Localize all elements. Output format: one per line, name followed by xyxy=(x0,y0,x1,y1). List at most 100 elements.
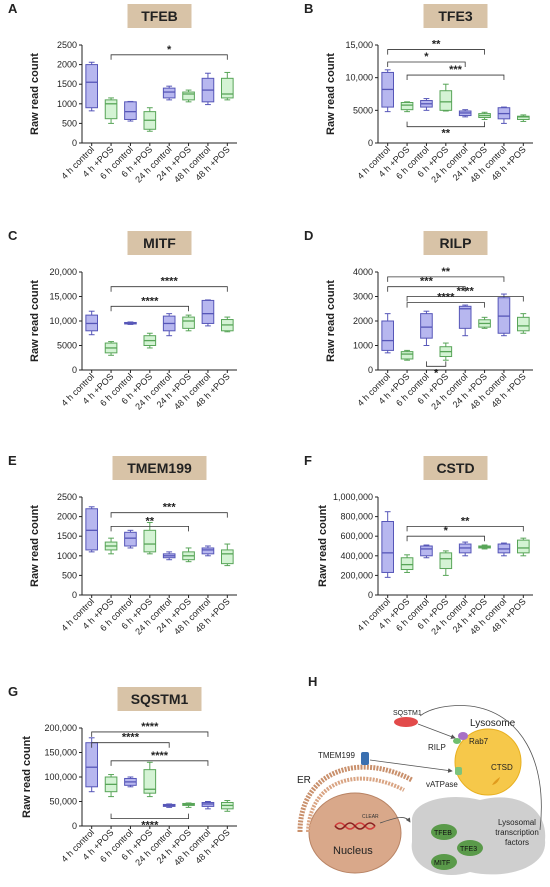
box-iqr xyxy=(143,529,157,553)
significance-bracket xyxy=(426,361,447,367)
title-box xyxy=(127,231,192,255)
box-7 xyxy=(221,316,234,333)
chart-title: SQSTM1 xyxy=(131,691,189,707)
box-iqr xyxy=(201,299,215,324)
vatpase-icon xyxy=(455,767,462,775)
box-3 xyxy=(439,83,453,112)
tmem199-icon xyxy=(361,752,369,765)
y-axis-label: Raw read count xyxy=(29,53,41,135)
significance-bracket xyxy=(387,61,466,67)
significance-label: **** xyxy=(141,721,159,733)
box-2 xyxy=(124,321,137,325)
y-tick-label: 15,000 xyxy=(345,40,373,50)
y-tick-label: 500 xyxy=(62,118,77,128)
panel-letter: D xyxy=(304,228,313,243)
box-iqr xyxy=(85,742,98,788)
y-tick-label: 2500 xyxy=(57,40,77,50)
box-2 xyxy=(124,100,137,122)
box-iqr xyxy=(400,101,414,111)
box-3 xyxy=(143,107,157,132)
significance-bracket xyxy=(110,526,189,532)
box-3 xyxy=(439,550,453,576)
box-0 xyxy=(381,511,394,578)
dna-strand-b xyxy=(334,822,376,830)
title-box xyxy=(127,4,192,28)
significance-bracket xyxy=(406,302,485,308)
y-tick-label: 2000 xyxy=(353,316,373,326)
y-tick-label: 10,000 xyxy=(49,316,77,326)
chart-title: RILP xyxy=(440,235,472,251)
tf-group-label: Lysosomal transcription factors xyxy=(495,818,539,847)
y-tick-label: 20,000 xyxy=(49,267,77,277)
box-6 xyxy=(201,299,215,327)
chart-sqstm1: G SQSTM1 Raw read count 0 50,000 100,000 150,0… xyxy=(8,684,237,868)
y-tick-label: 4000 xyxy=(353,267,373,277)
y-tick-label: 0 xyxy=(72,821,77,831)
box-6 xyxy=(497,542,511,557)
box-iqr xyxy=(517,316,530,332)
ctsd-enzyme-icon xyxy=(492,777,500,785)
box-0 xyxy=(85,310,98,336)
rab7-protein-icon xyxy=(458,732,468,740)
significance-label: ** xyxy=(461,515,470,527)
y-tick-label: 0 xyxy=(72,138,77,148)
significance-label: **** xyxy=(161,276,179,288)
significance-bracket xyxy=(91,731,209,737)
rilp-protein-icon xyxy=(453,738,461,744)
title-box xyxy=(423,231,488,255)
chart-tmem199: E TMEM199 Raw read count 0 500 1000 1500 2000 25… xyxy=(8,453,237,637)
y-tick-label: 2000 xyxy=(57,60,77,70)
box-iqr xyxy=(517,115,530,120)
y-tick-label: 0 xyxy=(368,365,373,375)
y-tick-label: 500 xyxy=(62,570,77,580)
box-iqr xyxy=(201,547,215,555)
box-iqr xyxy=(439,552,453,570)
box-5 xyxy=(478,316,491,329)
box-7 xyxy=(517,114,530,122)
y-axis-label: Raw read count xyxy=(317,505,329,587)
box-iqr xyxy=(381,320,394,351)
box-1 xyxy=(104,341,118,356)
significance-bracket xyxy=(387,286,466,292)
tfeb-shape xyxy=(431,824,457,840)
box-1 xyxy=(400,101,414,113)
tfeb-label: TFEB xyxy=(434,830,452,837)
tfe3-shape xyxy=(457,840,483,856)
mitf-label: MITF xyxy=(434,860,450,867)
y-tick-label: 600,000 xyxy=(340,531,373,541)
box-iqr xyxy=(439,90,453,111)
box-5 xyxy=(182,547,195,563)
box-6 xyxy=(201,801,215,810)
nucleus-shape xyxy=(308,792,402,874)
box-3 xyxy=(143,332,157,349)
box-4 xyxy=(162,803,176,808)
box-iqr xyxy=(458,305,472,329)
box-6 xyxy=(201,72,215,106)
box-5 xyxy=(182,89,195,103)
box-iqr xyxy=(85,64,98,109)
box-5 xyxy=(478,111,491,120)
y-tick-label: 1,000,000 xyxy=(333,492,373,502)
y-tick-label: 200,000 xyxy=(340,570,373,580)
lysosome-shape xyxy=(454,728,522,796)
box-5 xyxy=(182,314,195,332)
diagram-panel-h: H ER CLEAR Nucleus Lysosome CTSD Rab7 RI… xyxy=(297,674,546,876)
y-tick-label: 0 xyxy=(72,590,77,600)
box-iqr xyxy=(182,316,195,329)
significance-label: ** xyxy=(442,266,451,278)
box-7 xyxy=(221,800,234,812)
box-iqr xyxy=(182,91,195,101)
significance-bracket xyxy=(387,49,485,55)
y-tick-label: 2500 xyxy=(57,492,77,502)
rab7-label: Rab7 xyxy=(469,737,489,746)
tmem199-vatpase-arrow xyxy=(369,759,453,773)
y-tick-label: 1500 xyxy=(57,79,77,89)
significance-label: *** xyxy=(163,502,177,514)
significance-label: **** xyxy=(437,292,455,304)
box-4 xyxy=(162,85,176,101)
panel-letter: C xyxy=(8,228,18,243)
